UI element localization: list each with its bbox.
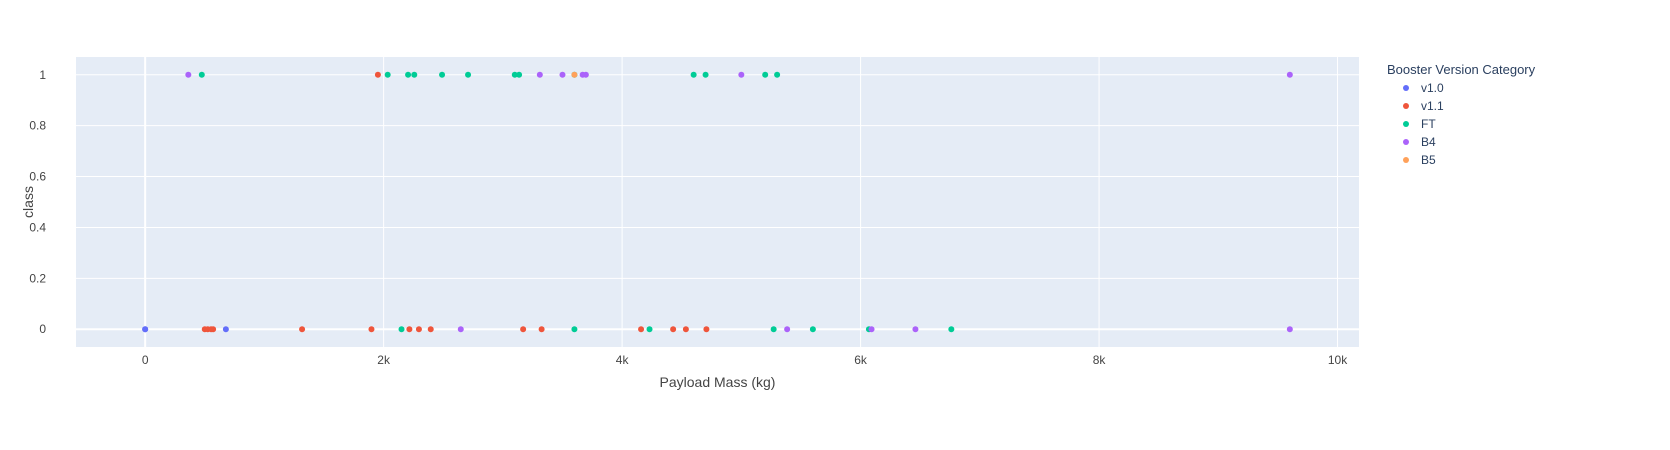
data-point-ft[interactable] (516, 71, 523, 78)
data-point-b4[interactable] (912, 326, 919, 333)
data-point-b4[interactable] (868, 326, 875, 333)
y-tick-label: 1 (39, 68, 46, 82)
data-point-v1-1[interactable] (703, 326, 710, 333)
y-tick-label: 0 (39, 322, 46, 336)
data-point-ft[interactable] (770, 326, 777, 333)
data-point-ft[interactable] (690, 71, 697, 78)
data-point-ft[interactable] (774, 71, 781, 78)
data-point-b4[interactable] (457, 326, 464, 333)
data-point-ft[interactable] (398, 326, 405, 333)
data-point-ft[interactable] (198, 71, 205, 78)
x-tick-label: 8k (1093, 353, 1107, 367)
x-tick-label: 6k (854, 353, 868, 367)
points-layer (142, 71, 1293, 333)
data-point-v1-1[interactable] (374, 71, 381, 78)
data-point-v1-1[interactable] (406, 326, 413, 333)
data-point-ft[interactable] (948, 326, 955, 333)
x-tick-label: 4k (616, 353, 630, 367)
data-point-ft[interactable] (809, 326, 816, 333)
data-point-b4[interactable] (536, 71, 543, 78)
legend-item-label[interactable]: FT (1421, 117, 1436, 131)
legend-item-label[interactable]: v1.1 (1421, 99, 1444, 113)
grid-layer (76, 57, 1359, 347)
y-tick-label: 0.8 (29, 119, 46, 133)
data-point-v1-1[interactable] (638, 326, 645, 333)
data-point-ft[interactable] (646, 326, 653, 333)
data-point-v1-1[interactable] (682, 326, 689, 333)
legend-item-label[interactable]: B4 (1421, 135, 1436, 149)
data-point-ft[interactable] (762, 71, 769, 78)
data-point-v1-1[interactable] (427, 326, 434, 333)
data-point-v1-1[interactable] (670, 326, 677, 333)
data-point-ft[interactable] (384, 71, 391, 78)
data-point-v1-1[interactable] (520, 326, 527, 333)
x-axis-title: Payload Mass (kg) (660, 374, 776, 390)
x-tick-label: 0 (142, 353, 149, 367)
plot-background (76, 57, 1359, 347)
legend-title: Booster Version Category (1387, 62, 1536, 77)
ticks-layer: 0 2k 4k 6k 8k 10k 0 0.2 0.4 0.6 0.8 1 (29, 68, 1348, 367)
legend-marker[interactable] (1403, 139, 1409, 145)
y-tick-label: 0.2 (29, 271, 46, 285)
data-point-v1-0[interactable] (142, 326, 149, 333)
data-point-b4[interactable] (738, 71, 745, 78)
x-tick-label: 2k (377, 353, 391, 367)
data-point-b4[interactable] (784, 326, 791, 333)
legend-marker[interactable] (1403, 157, 1409, 163)
y-axis-title: class (20, 186, 36, 218)
data-point-v1-1[interactable] (415, 326, 422, 333)
y-tick-label: 0.4 (29, 220, 46, 234)
data-point-b4[interactable] (559, 71, 566, 78)
data-point-ft[interactable] (405, 71, 412, 78)
data-point-b4[interactable] (1286, 326, 1293, 333)
x-tick-label: 10k (1328, 353, 1348, 367)
data-point-b4[interactable] (185, 71, 192, 78)
data-point-ft[interactable] (411, 71, 418, 78)
data-point-v1-0[interactable] (222, 326, 229, 333)
legend-item-label[interactable]: v1.0 (1421, 81, 1444, 95)
data-point-b4[interactable] (582, 71, 589, 78)
legend-marker[interactable] (1403, 103, 1409, 109)
data-point-ft[interactable] (465, 71, 472, 78)
data-point-ft[interactable] (571, 326, 578, 333)
data-point-v1-1[interactable] (538, 326, 545, 333)
data-point-b5[interactable] (571, 71, 578, 78)
data-point-b4[interactable] (1286, 71, 1293, 78)
data-point-ft[interactable] (511, 71, 518, 78)
data-point-v1-1[interactable] (368, 326, 375, 333)
legend: Booster Version Category v1.0 v1.1 FT B4 B5 (1387, 62, 1536, 167)
legend-item-label[interactable]: B5 (1421, 153, 1436, 167)
data-point-v1-1[interactable] (299, 326, 306, 333)
data-point-ft[interactable] (439, 71, 446, 78)
data-point-v1-1[interactable] (208, 326, 215, 333)
data-point-ft[interactable] (702, 71, 709, 78)
legend-marker[interactable] (1403, 85, 1409, 91)
legend-marker[interactable] (1403, 121, 1409, 127)
y-tick-label: 0.6 (29, 170, 46, 184)
